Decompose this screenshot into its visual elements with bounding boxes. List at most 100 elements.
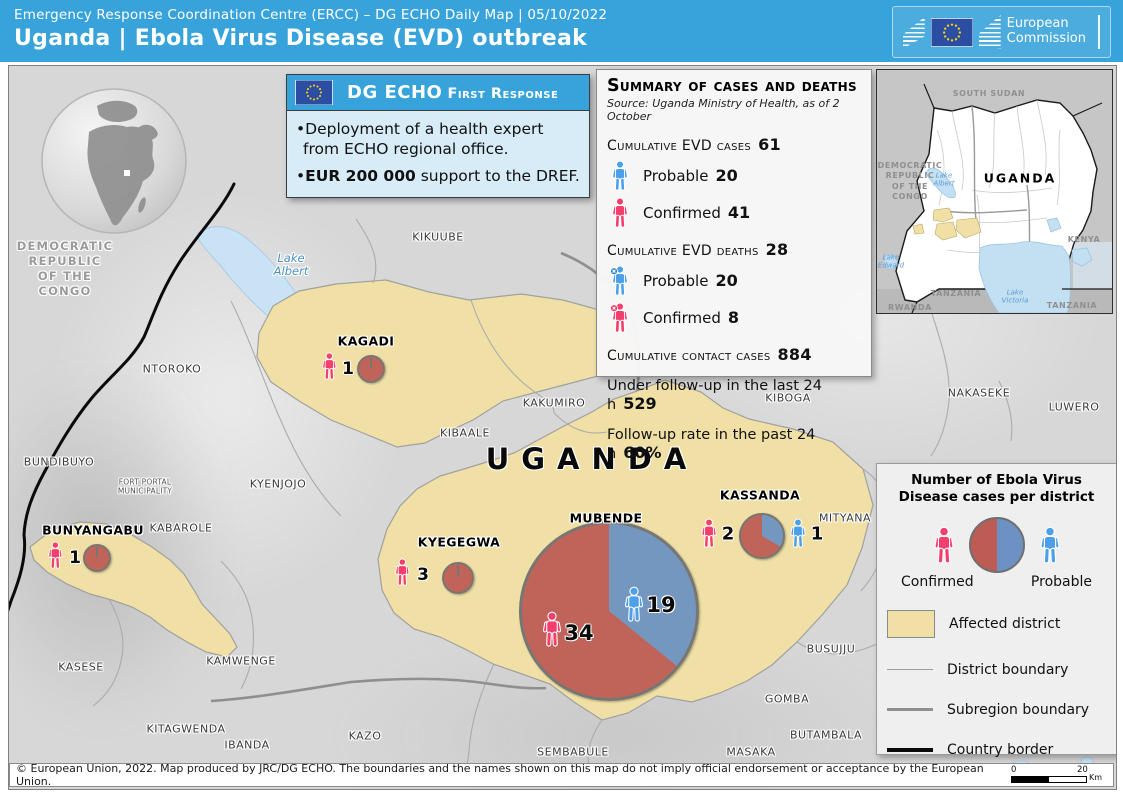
confirmed-person-icon xyxy=(931,526,957,564)
probable-death-person-icon xyxy=(609,265,631,296)
summary-cases-probable: Probable 20 xyxy=(607,160,861,191)
map-label-lake: Lake Albert xyxy=(273,250,309,278)
ec-logo-divider xyxy=(1098,15,1100,49)
legend-subregion-row: Subregion boundary xyxy=(887,702,1106,718)
map-label-kamwenge: KAMWENGE xyxy=(206,654,276,668)
page-title: Uganda | Ebola Virus Disease (EVD) outbr… xyxy=(14,26,588,51)
map-label-masaka: MASAKA xyxy=(726,745,776,759)
inset-district-mesh xyxy=(936,99,1061,271)
inset-map-panel: SOUTH SUDAN DEMOCRATIC REPUBLIC OF THE CONGO… xyxy=(876,69,1113,314)
map-label-kiboga: KIBOGA xyxy=(765,391,811,405)
legend-country-row: Country border xyxy=(887,742,1106,758)
probable-person-icon xyxy=(609,160,631,191)
inset-label-south-sudan: SOUTH SUDAN xyxy=(952,88,1026,98)
summary-deaths-confirmed: Confirmed 8 xyxy=(607,302,861,333)
map-label-nakaseke: NAKASEKE xyxy=(947,386,1011,400)
legend-pie-labels: Confirmed Probable xyxy=(887,572,1106,590)
map-label-gomba: GOMBA xyxy=(764,692,810,706)
mubende-probable-count: 19 xyxy=(646,593,676,617)
map-label-uganda: UGANDA xyxy=(485,442,699,476)
map-area: 1 1 3 34 19 2 1 KIKUUBE NTOROKO BUNDIBUYO KYENJOJ… xyxy=(8,65,1117,790)
summary-contact-cases: Cumulative contact cases 884 xyxy=(607,345,812,364)
subregion-boundary-line-icon xyxy=(887,708,933,712)
map-label-kazo: KAZO xyxy=(348,729,382,743)
affected-district-swatch xyxy=(887,609,935,638)
legend-probable-label: Probable xyxy=(1030,573,1092,590)
legend-district-label: District boundary xyxy=(947,661,1069,678)
inset-label-uganda: UGANDA xyxy=(983,170,1057,186)
confirmed-person-icon xyxy=(609,197,631,228)
country-border-line-icon xyxy=(887,747,933,752)
map-label-kyenjojo: KYENJOJO xyxy=(249,477,307,491)
first-response-title-main: DG ECHO xyxy=(347,82,443,103)
map-label-kassanda: KASSANDA xyxy=(719,487,801,503)
inset-label-lake: Lake Albert xyxy=(933,171,955,187)
eu-flag-icon xyxy=(295,80,333,105)
legend-title: Number of Ebola Virus Disease cases per … xyxy=(898,472,1095,505)
map-label-mubende: MUBENDE xyxy=(569,510,643,526)
mubende-confirmed-count: 34 xyxy=(564,621,594,645)
first-response-body: •Deployment of a health expert from ECHO… xyxy=(287,111,589,186)
scale-unit-label: Km xyxy=(1089,773,1103,782)
ec-logo-swoosh-right-icon xyxy=(978,15,1001,49)
inset-label-lake: Lake Edward xyxy=(877,253,905,269)
inset-label-lake: Lake Victoria xyxy=(1001,288,1029,304)
map-label-kibaale: KIBAALE xyxy=(440,426,490,440)
first-response-title-sub: First Response xyxy=(447,86,559,102)
summary-followup-rate: Follow-up rate in the past 24 h 60% xyxy=(607,427,816,462)
map-label-sembabule: SEMBABULE xyxy=(537,745,609,759)
legend-country-label: Country border xyxy=(947,741,1054,758)
summary-source: Source: Uganda Ministry of Health, as of… xyxy=(607,97,840,123)
legend-confirmed-label: Confirmed xyxy=(901,573,974,590)
summary-cases-total: Cumulative EVD cases 61 xyxy=(607,135,781,154)
kyegegwa-confirmed-count: 3 xyxy=(417,565,429,585)
map-label-kitagwenda: KITAGWENDA xyxy=(146,722,226,736)
summary-deaths-probable: Probable 20 xyxy=(607,265,861,296)
first-response-title: DG ECHO First Response xyxy=(347,82,558,103)
pie-kassanda xyxy=(739,513,785,559)
map-label-ntoroko: NTOROKO xyxy=(142,362,202,376)
inset-label-layer: SOUTH SUDAN DEMOCRATIC REPUBLIC OF THE CONGO… xyxy=(877,70,1112,313)
map-label-busujju: BUSUJJU xyxy=(806,642,856,656)
confirmed-death-person-icon xyxy=(609,302,631,333)
confirmed-icon xyxy=(540,611,564,647)
summary-panel: Summary of cases and deaths Source: Ugan… xyxy=(596,69,872,462)
inset-label-kenya: KENYA xyxy=(1067,234,1101,244)
footer-bar: © European Union, 2022. Map produced by … xyxy=(9,762,1114,788)
legend-panel: Number of Ebola Virus Disease cases per … xyxy=(876,463,1116,758)
summary-deaths-total: Cumulative EVD deaths 28 xyxy=(607,240,789,259)
summary-title: Summary of cases and deaths xyxy=(607,76,857,96)
inset-label-rwanda: RWANDA xyxy=(888,302,932,312)
map-label-mityana: MITYANA xyxy=(818,511,872,525)
uganda-highlight-dot xyxy=(124,170,130,176)
pie-kyegegwa xyxy=(442,562,474,594)
header-bar: Emergency Response Coordination Centre (… xyxy=(0,0,1123,62)
eu-flag-icon xyxy=(930,17,973,47)
confirmed-icon xyxy=(699,518,719,548)
map-label-kyegegwa: KYEGEGWA xyxy=(417,534,501,550)
map-label-fort-portal: FORT PORTAL MUNICIPALITY xyxy=(117,477,173,496)
inset-map-canvas xyxy=(877,83,1112,313)
inset-affected-districts xyxy=(912,207,982,241)
first-response-header: DG ECHO First Response xyxy=(287,75,589,111)
map-marker-layer: 1 1 3 34 19 2 1 xyxy=(9,66,1116,789)
scale-bar-graphic xyxy=(1011,776,1087,783)
summary-followup: Under follow-up in the last 24 h 529 xyxy=(607,378,822,413)
first-response-bullet-2: •EUR 200 000 support to the DREF. xyxy=(296,167,580,186)
map-label-bundibuyo: BUNDIBUYO xyxy=(23,455,95,469)
map-label-kagadi: KAGADI xyxy=(337,333,395,349)
map-label-democratic: DEMOCRATIC REPUBLIC OF THE CONGO xyxy=(16,239,114,298)
first-response-bullet-1: •Deployment of a health expert from ECHO… xyxy=(296,120,544,159)
scale-end-label: 20 xyxy=(1077,765,1088,775)
scale-start-label: 0 xyxy=(1011,765,1017,775)
ec-logo-swoosh-left-icon xyxy=(902,17,925,49)
ec-logo-line2: Commission xyxy=(1006,31,1086,46)
first-response-panel: DG ECHO First Response •Deployment of a … xyxy=(286,74,590,198)
map-label-bunyangabu: BUNYANGABU xyxy=(42,522,144,538)
map-label-butambala: BUTAMBALA xyxy=(790,728,862,742)
kassanda-confirmed-count: 2 xyxy=(721,523,735,545)
european-commission-logo: European Commission xyxy=(891,6,1111,58)
legend-affected-row: Affected district xyxy=(887,609,1106,638)
pie-mubende xyxy=(519,521,699,701)
